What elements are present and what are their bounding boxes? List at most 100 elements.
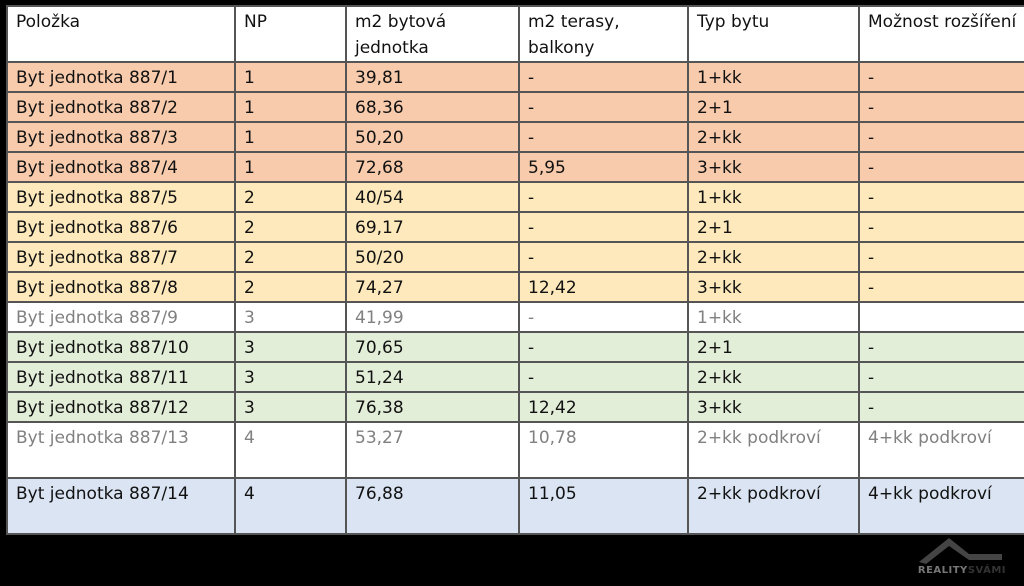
table-cell: - — [858, 181, 1024, 213]
table-cell: 4 — [234, 477, 347, 535]
table-cell: 2+kk — [687, 121, 860, 153]
table-cell: - — [518, 361, 689, 393]
table-row: Byt jednotka 887/10 3 70,65-2+1- — [6, 331, 1024, 363]
table-cell: 12,42 — [518, 271, 689, 303]
column-header: Typ bytu — [687, 5, 860, 63]
table-cell: 2 — [234, 241, 347, 273]
table-row: Byt jednotka 887/6 2 69,17-2+1- — [6, 211, 1024, 243]
table-cell: 3+kk — [687, 271, 860, 303]
table-cell: - — [858, 91, 1024, 123]
column-header: m2 bytová jednotka — [345, 5, 520, 63]
table-cell: - — [858, 151, 1024, 183]
table-cell: 2+1 — [687, 211, 860, 243]
table-cell: 1+kk — [687, 301, 860, 333]
table-cell: Byt jednotka 887/1 — [6, 61, 236, 93]
table-row: Byt jednotka 887/11 3 51,24-2+kk - — [6, 361, 1024, 393]
table-cell: Byt jednotka 887/13 — [6, 421, 236, 479]
table-cell: Byt jednotka 887/8 — [6, 271, 236, 303]
table-cell: - — [518, 61, 689, 93]
column-header: NP — [234, 5, 347, 63]
table-cell: 2+1 — [687, 91, 860, 123]
table-cell: - — [858, 331, 1024, 363]
table-cell: - — [518, 91, 689, 123]
table-cell: Byt jednotka 887/6 — [6, 211, 236, 243]
column-header: Možnost rozšíření — [858, 5, 1024, 63]
house-key-logo — [919, 538, 1002, 564]
table-cell: 50/20 — [345, 241, 520, 273]
table-cell: - — [518, 211, 689, 243]
table-cell: 51,24 — [345, 361, 520, 393]
table-row: Byt jednotka 887/2 1 68,36-2+1- — [6, 91, 1024, 123]
table-cell: 11,05 — [518, 477, 689, 535]
table-cell: 10,78 — [518, 421, 689, 479]
table-cell: Byt jednotka 887/9 — [6, 301, 236, 333]
table-cell: 1 — [234, 151, 347, 183]
table-cell: - — [518, 181, 689, 213]
table-cell: 5,95 — [518, 151, 689, 183]
table-cell: 4 — [234, 421, 347, 479]
table-cell: - — [858, 361, 1024, 393]
header-row: Položka NP m2 bytová jednotka m2 terasy, ba… — [6, 5, 1024, 63]
table-row: Byt jednotka 887/3 1 50,20-2+kk - — [6, 121, 1024, 153]
table-cell: 3+kk — [687, 151, 860, 183]
table-cell: 2 — [234, 211, 347, 243]
table-cell: 2+kk — [687, 241, 860, 273]
table-row: Byt jednotka 887/5 2 40/54-1+kk - — [6, 181, 1024, 213]
table-cell: 2 — [234, 271, 347, 303]
table-cell: Byt jednotka 887/14 — [6, 477, 236, 535]
table-cell: 2+kk podkroví — [687, 477, 860, 535]
table-row: Byt jednotka 887/4 1 72,68 5,95 3+kk - — [6, 151, 1024, 183]
table-cell: - — [858, 61, 1024, 93]
table-cell: 76,88 — [345, 477, 520, 535]
table-row: Byt jednotka 887/8 2 74,27 12,42 3+kk - — [6, 271, 1024, 303]
table-cell: 68,36 — [345, 91, 520, 123]
table-cell: 12,42 — [518, 391, 689, 423]
table-row: Byt jednotka 887/12 3 76,38 12,42 3+kk - — [6, 391, 1024, 423]
table-cell: - — [518, 121, 689, 153]
table-cell: 4+kk podkroví — [858, 421, 1024, 479]
table-cell: 41,99 — [345, 301, 520, 333]
table-cell: 39,81 — [345, 61, 520, 93]
table-cell: 3 — [234, 391, 347, 423]
table-row: Byt jednotka 887/9 3 41,99-1+kk — [6, 301, 1024, 333]
table-cell: 40/54 — [345, 181, 520, 213]
table-cell: 74,27 — [345, 271, 520, 303]
table-cell: Byt jednotka 887/3 — [6, 121, 236, 153]
table-cell: 1 — [234, 61, 347, 93]
table-cell: Byt jednotka 887/10 — [6, 331, 236, 363]
table-cell: Byt jednotka 887/2 — [6, 91, 236, 123]
table-cell: 2+kk — [687, 361, 860, 393]
table-cell: - — [858, 391, 1024, 423]
table-cell: - — [518, 241, 689, 273]
watermark: REALITYSVÁMI — [917, 565, 1006, 576]
table-cell: 4+kk podkroví — [858, 477, 1024, 535]
table-cell: - — [858, 211, 1024, 243]
table-cell: - — [858, 271, 1024, 303]
table-row: Byt jednotka 887/13 4 53,27 10,78 2+kk podkr… — [6, 421, 1024, 479]
table-cell: Byt jednotka 887/11 — [6, 361, 236, 393]
table-cell: - — [518, 301, 689, 333]
table-cell: 2+kk podkroví — [687, 421, 860, 479]
table-cell: 1+kk — [687, 61, 860, 93]
column-header: Položka — [6, 5, 236, 63]
table-cell: 50,20 — [345, 121, 520, 153]
table-cell: 69,17 — [345, 211, 520, 243]
table-cell: 2 — [234, 181, 347, 213]
table-cell: Byt jednotka 887/5 — [6, 181, 236, 213]
table-cell: 53,27 — [345, 421, 520, 479]
table-cell: 3 — [234, 361, 347, 393]
table-cell: 3+kk — [687, 391, 860, 423]
table-cell: 2+1 — [687, 331, 860, 363]
table-cell: 1+kk — [687, 181, 860, 213]
table-cell: 76,38 — [345, 391, 520, 423]
table-row: Byt jednotka 887/7 2 50/20-2+kk - — [6, 241, 1024, 273]
table-cell: - — [858, 241, 1024, 273]
table-cell: - — [858, 121, 1024, 153]
table-cell: Byt jednotka 887/7 — [6, 241, 236, 273]
column-header: m2 terasy, balkony — [518, 5, 689, 63]
table-cell: Byt jednotka 887/12 — [6, 391, 236, 423]
table-cell: 3 — [234, 301, 347, 333]
table-row: Byt jednotka 887/14 4 76,88 11,05 2+kk podkr… — [6, 477, 1024, 535]
apartment-table: Položka NP m2 bytová jednotka m2 terasy, ba… — [6, 5, 1024, 535]
table-cell: Byt jednotka 887/4 — [6, 151, 236, 183]
